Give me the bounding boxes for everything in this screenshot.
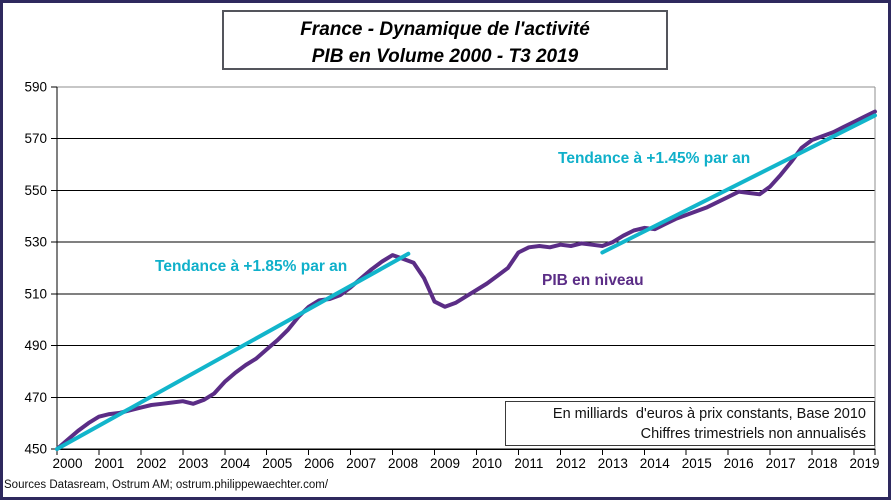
x-tick-label-2002: 2002 [136,456,166,471]
x-tick-label-2017: 2017 [766,456,796,471]
trend-line-2 [600,113,877,255]
y-tick-label-570: 570 [24,131,47,146]
units-info-box: En milliards d'euros à prix constants, B… [505,401,875,446]
x-tick-label-2016: 2016 [724,456,754,471]
y-tick-label-530: 530 [24,235,47,250]
x-tick-label-2014: 2014 [640,456,671,471]
trend1-annotation: Tendance à +1.85% par an [155,258,348,275]
x-tick-label-2009: 2009 [430,456,460,471]
y-tick-label-510: 510 [24,286,47,301]
y-tick-label-490: 490 [24,338,47,353]
title-line-1: France - Dynamique de l'activité [300,19,590,40]
source-note: Sources Datasream, Ostrum AM; ostrum.phi… [4,479,329,491]
trend-line-1 [55,251,411,451]
y-tick-label-590: 590 [24,80,47,95]
x-tick-label-2019: 2019 [849,456,879,471]
trend2-annotation: Tendance à +1.45% par an [558,150,751,167]
x-tick-label-2006: 2006 [304,456,334,471]
x-tick-label-2012: 2012 [556,456,586,471]
x-tick-label-2001: 2001 [94,456,124,471]
x-tick-label-2003: 2003 [178,456,208,471]
x-tick-label-2004: 2004 [220,456,251,471]
x-tick-label-2010: 2010 [472,456,502,471]
x-tick-label-2000: 2000 [52,456,82,471]
y-tick-label-550: 550 [24,183,47,198]
series-annotation: PIB en niveau [542,272,644,289]
x-tick-label-2005: 2005 [262,456,292,471]
units-info-line-1: En milliards d'euros à prix constants, B… [552,406,866,422]
title-box: France - Dynamique de l'activité PIB en … [222,10,668,70]
x-tick-label-2018: 2018 [808,456,838,471]
y-tick-label-470: 470 [24,390,47,405]
x-tick-label-2015: 2015 [682,456,712,471]
y-tick-label-450: 450 [24,442,47,457]
x-tick-label-2008: 2008 [388,456,418,471]
x-tick-label-2011: 2011 [514,456,543,471]
x-tick-label-2007: 2007 [346,456,376,471]
gdp-line [55,109,877,451]
units-info-line-2: Chiffres trimestriels non annualisés [640,426,866,442]
x-tick-label-2013: 2013 [598,456,628,471]
title-line-2: PIB en Volume 2000 - T3 2019 [311,46,579,67]
